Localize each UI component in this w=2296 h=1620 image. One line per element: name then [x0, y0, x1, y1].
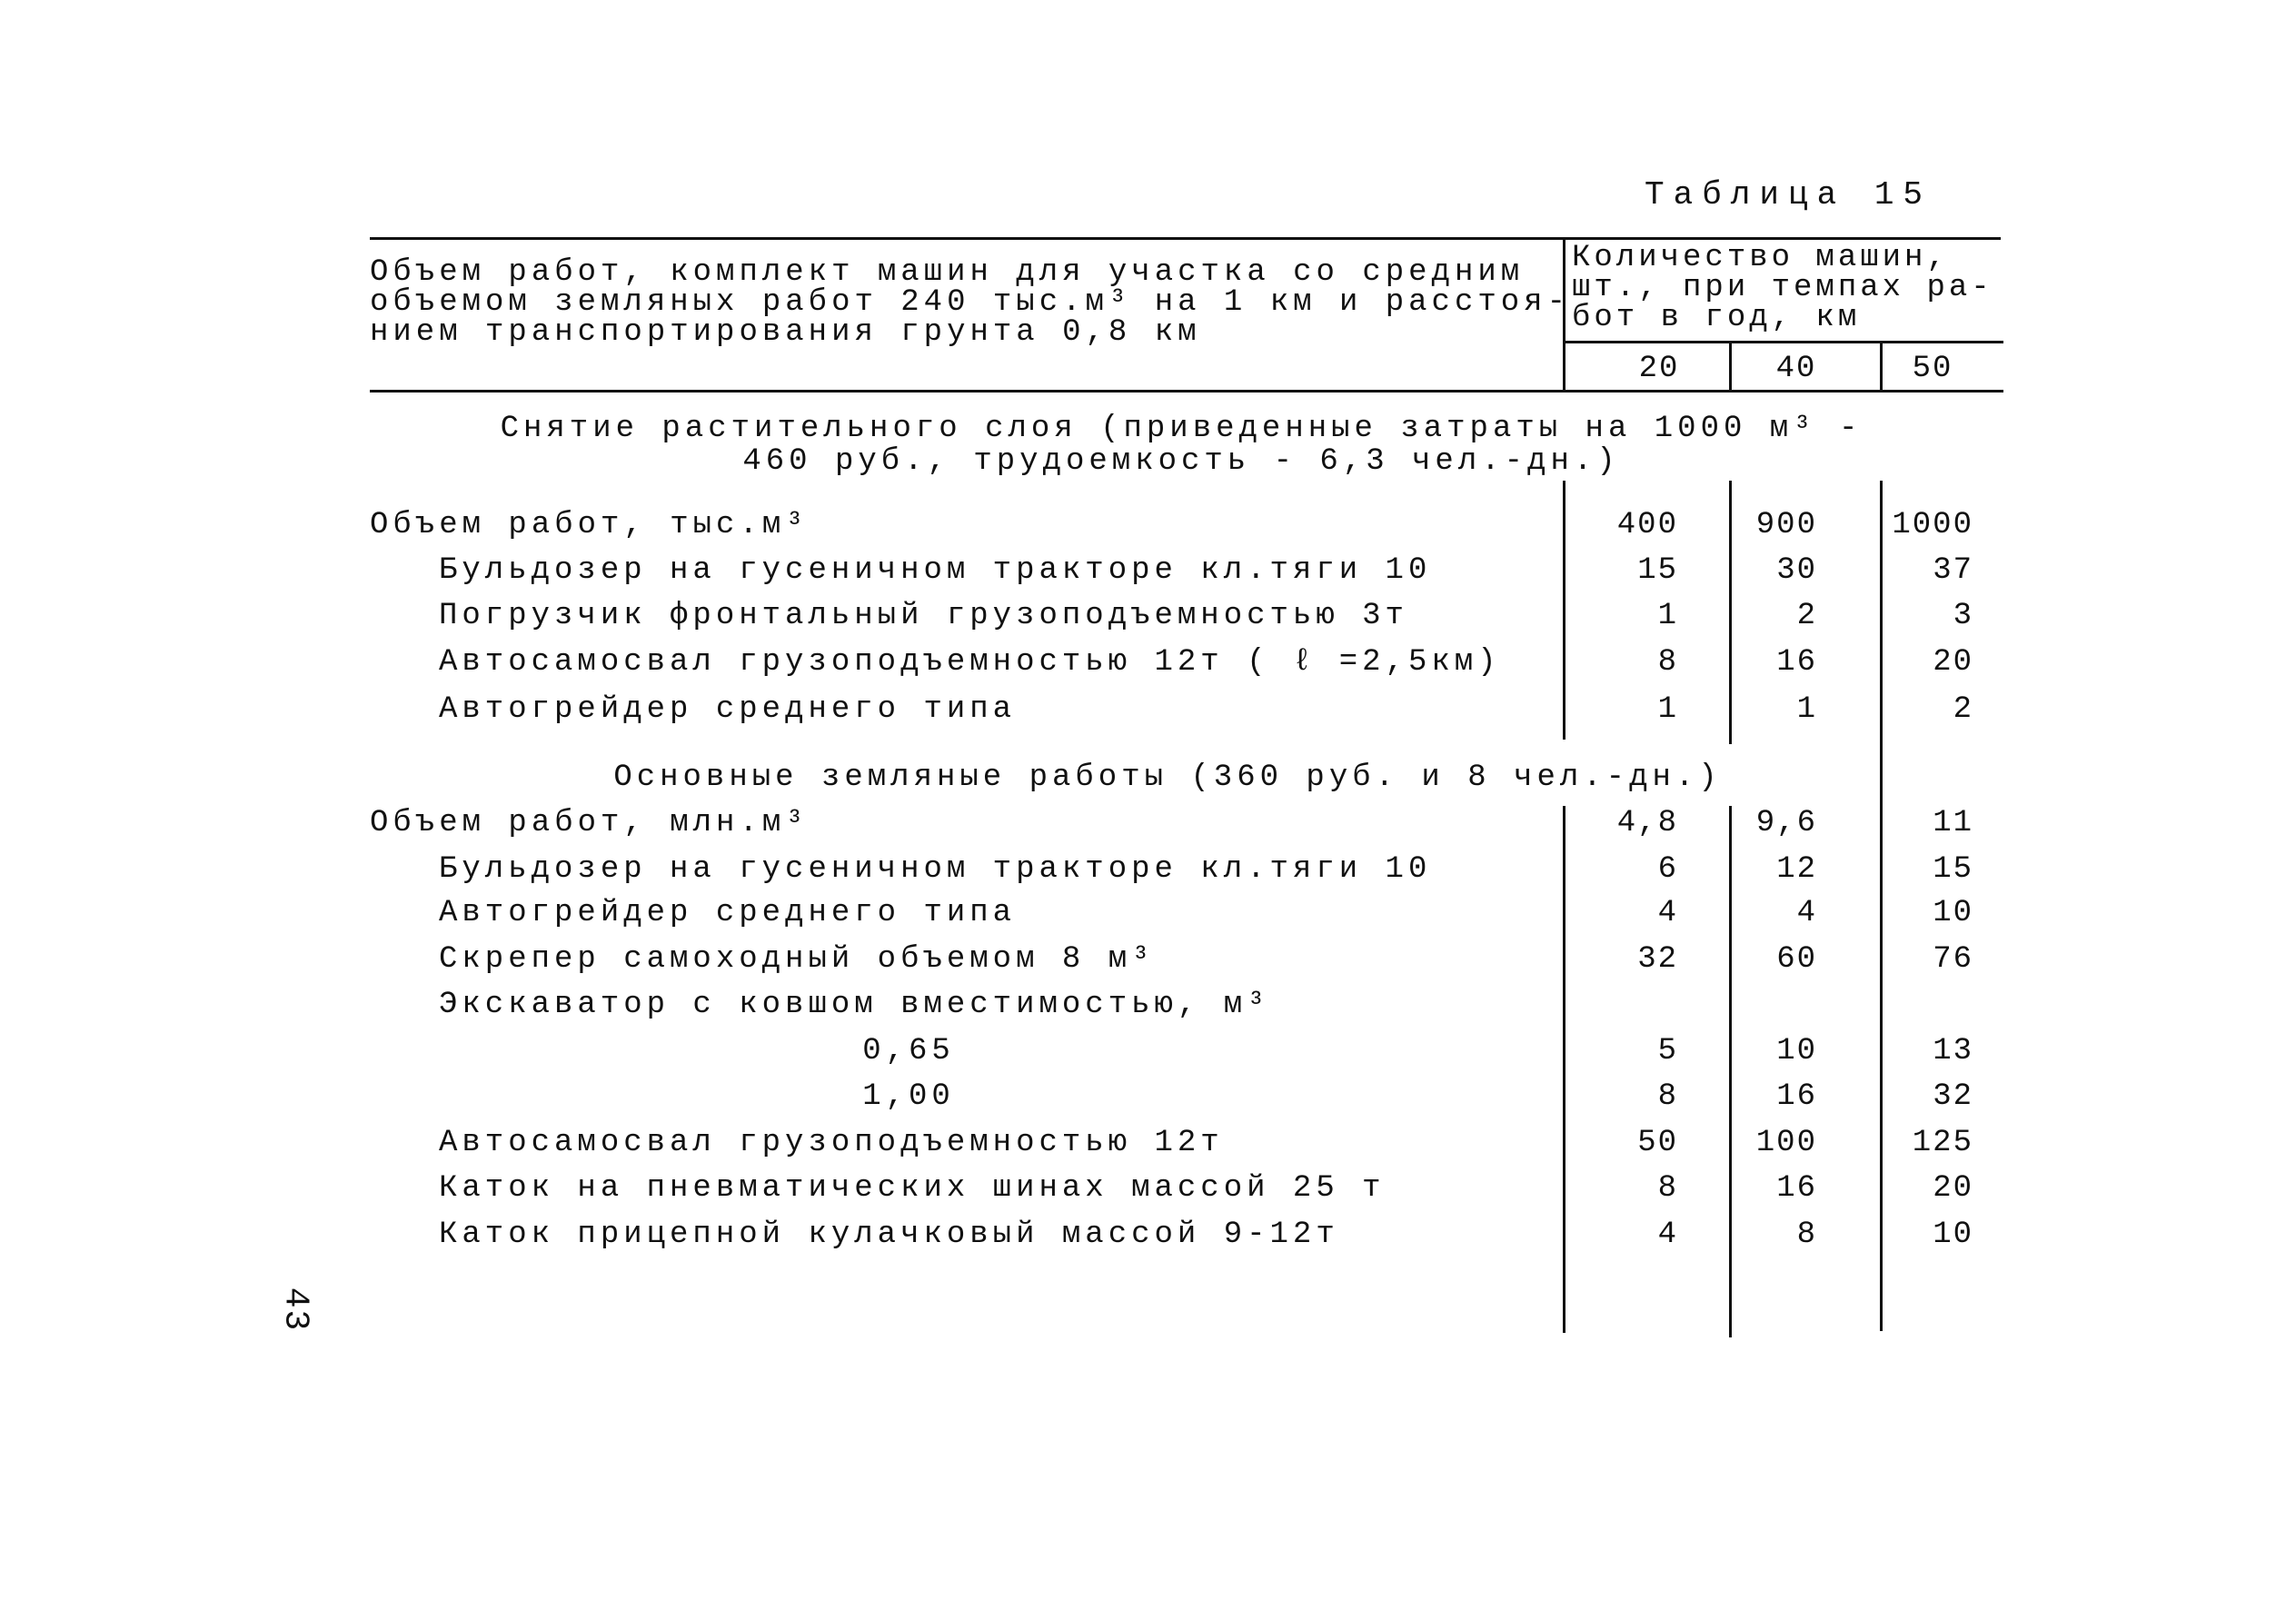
cell-value-50: 20 — [1933, 1171, 1973, 1206]
column-header-40: 40 — [1775, 352, 1817, 386]
page-number: 43 — [275, 1287, 315, 1333]
row-label: Бульдозер на гусеничном тракторе кл.тяги… — [439, 553, 1432, 588]
table-title: Таблица 15 — [1645, 176, 1933, 214]
column-header-rule — [1564, 341, 2003, 343]
cell-value-50: 2 — [1953, 692, 1973, 727]
section-title: 460 руб., трудоемкость - 6,3 чел.-дн.) — [742, 444, 1620, 479]
row-label: Каток на пневматических шинах массой 25 … — [439, 1171, 1386, 1206]
col-line-1-section-1 — [1563, 481, 1565, 740]
row-label: Объем работ, тыс.м³ — [370, 508, 809, 542]
cell-value-50: 11 — [1933, 806, 1973, 840]
cell-value-40: 1 — [1796, 692, 1817, 727]
cell-value-50: 32 — [1933, 1079, 1973, 1114]
header-right-line: бот в год, км — [1572, 301, 1861, 335]
col-line-2-section-2 — [1729, 806, 1732, 1337]
row-label: Погрузчик фронтальный грузоподъемностью … — [439, 599, 1408, 633]
row-label: 0,65 — [862, 1034, 955, 1068]
header-left-line: нием транспортирования грунта 0,8 км — [370, 315, 1201, 350]
cell-value-40: 2 — [1796, 599, 1817, 633]
col-line-2-section-1 — [1729, 481, 1732, 744]
cell-value-40: 16 — [1776, 1079, 1817, 1114]
cell-value-20: 8 — [1657, 1171, 1678, 1206]
cell-value-20: 5 — [1657, 1034, 1678, 1068]
cell-value-20: 4,8 — [1616, 806, 1678, 840]
cell-value-50: 125 — [1912, 1126, 1973, 1160]
cell-value-40: 16 — [1776, 1171, 1817, 1206]
column-header-50: 50 — [1912, 352, 1953, 386]
top-rule — [370, 237, 2001, 240]
cell-value-40: 4 — [1796, 896, 1817, 930]
row-label: Автогрейдер среднего типа — [439, 692, 1017, 727]
col-line-1-section-2 — [1563, 806, 1565, 1333]
cell-value-50: 37 — [1933, 553, 1973, 588]
cell-value-40: 60 — [1776, 942, 1817, 977]
cell-value-40: 16 — [1776, 645, 1817, 680]
cell-value-20: 400 — [1616, 508, 1678, 542]
header-bottom-rule — [370, 390, 2003, 393]
col-divider-header-2 — [1880, 342, 1883, 392]
cell-value-20: 15 — [1637, 553, 1678, 588]
cell-value-20: 32 — [1637, 942, 1678, 977]
header-divider — [1563, 238, 1565, 393]
row-label: 1,00 — [862, 1079, 955, 1114]
row-label: Экскаватор с ковшом вместимостью, м³ — [439, 988, 1270, 1022]
cell-value-40: 12 — [1776, 852, 1817, 887]
cell-value-20: 8 — [1657, 1079, 1678, 1114]
cell-value-40: 10 — [1776, 1034, 1817, 1068]
cell-value-50: 10 — [1933, 1217, 1973, 1252]
cell-value-20: 8 — [1657, 645, 1678, 680]
row-label: Автогрейдер среднего типа — [439, 896, 1017, 930]
section-title: Снятие растительного слоя (приведенные з… — [500, 412, 1863, 446]
header-right-line: Количество машин, — [1572, 241, 1949, 275]
cell-value-50: 13 — [1933, 1034, 1973, 1068]
cell-value-50: 20 — [1933, 645, 1973, 680]
row-label: Скрепер самоходный объемом 8 м³ — [439, 942, 1155, 977]
header-right-line: шт., при темпах ра- — [1572, 271, 1993, 305]
header-left-line: Объем работ, комплект машин для участка … — [370, 255, 1525, 290]
cell-value-20: 4 — [1657, 1217, 1678, 1252]
cell-value-50: 1000 — [1892, 508, 1973, 542]
row-label: Объем работ, млн.м³ — [370, 806, 809, 840]
cell-value-40: 30 — [1776, 553, 1817, 588]
row-label: Каток прицепной кулачковый массой 9-12т — [439, 1217, 1339, 1252]
row-label: Бульдозер на гусеничном тракторе кл.тяги… — [439, 852, 1432, 887]
cell-value-40: 900 — [1755, 508, 1817, 542]
header-left-line: объемом земляных работ 240 тыс.м³ на 1 к… — [370, 285, 1570, 320]
section-title: Основные земляные работы (360 руб. и 8 ч… — [613, 760, 1722, 795]
cell-value-40: 8 — [1796, 1217, 1817, 1252]
cell-value-20: 1 — [1657, 692, 1678, 727]
row-label: Автосамосвал грузоподъемностью 12т — [439, 1126, 1224, 1160]
cell-value-20: 1 — [1657, 599, 1678, 633]
row-label: Автосамосвал грузоподъемностью 12т ( ℓ =… — [439, 645, 1501, 680]
column-header-20: 20 — [1638, 352, 1680, 386]
cell-value-40: 9,6 — [1755, 806, 1817, 840]
cell-value-50: 76 — [1933, 942, 1973, 977]
cell-value-20: 50 — [1637, 1126, 1678, 1160]
cell-value-50: 3 — [1953, 599, 1973, 633]
cell-value-20: 6 — [1657, 852, 1678, 887]
col-line-3 — [1880, 481, 1883, 1331]
col-divider-header-1 — [1729, 342, 1732, 392]
cell-value-50: 15 — [1933, 852, 1973, 887]
cell-value-40: 100 — [1755, 1126, 1817, 1160]
cell-value-50: 10 — [1933, 896, 1973, 930]
cell-value-20: 4 — [1657, 896, 1678, 930]
